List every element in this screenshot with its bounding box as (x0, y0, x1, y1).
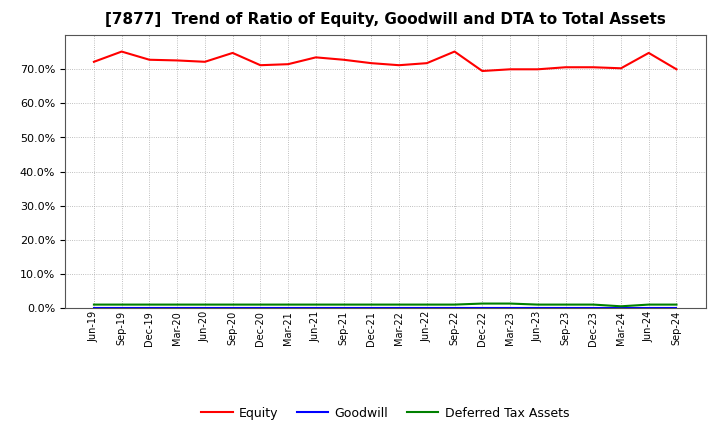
Equity (339, 57, 348, 62)
Equity (284, 62, 292, 67)
Deferred Tax Assets (201, 302, 210, 307)
Deferred Tax Assets (478, 301, 487, 306)
Equity (589, 65, 598, 70)
Deferred Tax Assets (367, 302, 376, 307)
Deferred Tax Assets (395, 302, 403, 307)
Equity (644, 50, 653, 55)
Goodwill (644, 305, 653, 311)
Goodwill (561, 305, 570, 311)
Deferred Tax Assets (534, 302, 542, 307)
Equity (505, 66, 514, 72)
Goodwill (284, 305, 292, 311)
Deferred Tax Assets (644, 302, 653, 307)
Equity (450, 49, 459, 54)
Equity (561, 65, 570, 70)
Goodwill (367, 305, 376, 311)
Line: Deferred Tax Assets: Deferred Tax Assets (94, 304, 677, 306)
Equity (534, 66, 542, 72)
Goodwill (228, 305, 237, 311)
Goodwill (201, 305, 210, 311)
Goodwill (145, 305, 154, 311)
Deferred Tax Assets (589, 302, 598, 307)
Equity (312, 55, 320, 60)
Goodwill (256, 305, 265, 311)
Deferred Tax Assets (339, 302, 348, 307)
Goodwill (450, 305, 459, 311)
Equity (395, 62, 403, 68)
Goodwill (505, 305, 514, 311)
Deferred Tax Assets (672, 302, 681, 307)
Equity (672, 66, 681, 72)
Deferred Tax Assets (423, 302, 431, 307)
Deferred Tax Assets (616, 304, 625, 309)
Equity (367, 61, 376, 66)
Deferred Tax Assets (228, 302, 237, 307)
Goodwill (89, 305, 98, 311)
Title: [7877]  Trend of Ratio of Equity, Goodwill and DTA to Total Assets: [7877] Trend of Ratio of Equity, Goodwil… (105, 12, 665, 27)
Goodwill (589, 305, 598, 311)
Goodwill (534, 305, 542, 311)
Equity (228, 50, 237, 55)
Goodwill (478, 305, 487, 311)
Legend: Equity, Goodwill, Deferred Tax Assets: Equity, Goodwill, Deferred Tax Assets (197, 402, 574, 425)
Equity (201, 59, 210, 64)
Deferred Tax Assets (284, 302, 292, 307)
Equity (145, 57, 154, 62)
Goodwill (395, 305, 403, 311)
Equity (173, 58, 181, 63)
Equity (478, 68, 487, 73)
Deferred Tax Assets (450, 302, 459, 307)
Deferred Tax Assets (561, 302, 570, 307)
Equity (256, 62, 265, 68)
Equity (423, 61, 431, 66)
Equity (616, 66, 625, 71)
Deferred Tax Assets (145, 302, 154, 307)
Deferred Tax Assets (505, 301, 514, 306)
Goodwill (616, 305, 625, 311)
Equity (117, 49, 126, 54)
Deferred Tax Assets (117, 302, 126, 307)
Deferred Tax Assets (312, 302, 320, 307)
Goodwill (339, 305, 348, 311)
Goodwill (117, 305, 126, 311)
Deferred Tax Assets (89, 302, 98, 307)
Deferred Tax Assets (256, 302, 265, 307)
Equity (89, 59, 98, 64)
Goodwill (672, 305, 681, 311)
Line: Equity: Equity (94, 51, 677, 71)
Deferred Tax Assets (173, 302, 181, 307)
Goodwill (423, 305, 431, 311)
Goodwill (173, 305, 181, 311)
Goodwill (312, 305, 320, 311)
